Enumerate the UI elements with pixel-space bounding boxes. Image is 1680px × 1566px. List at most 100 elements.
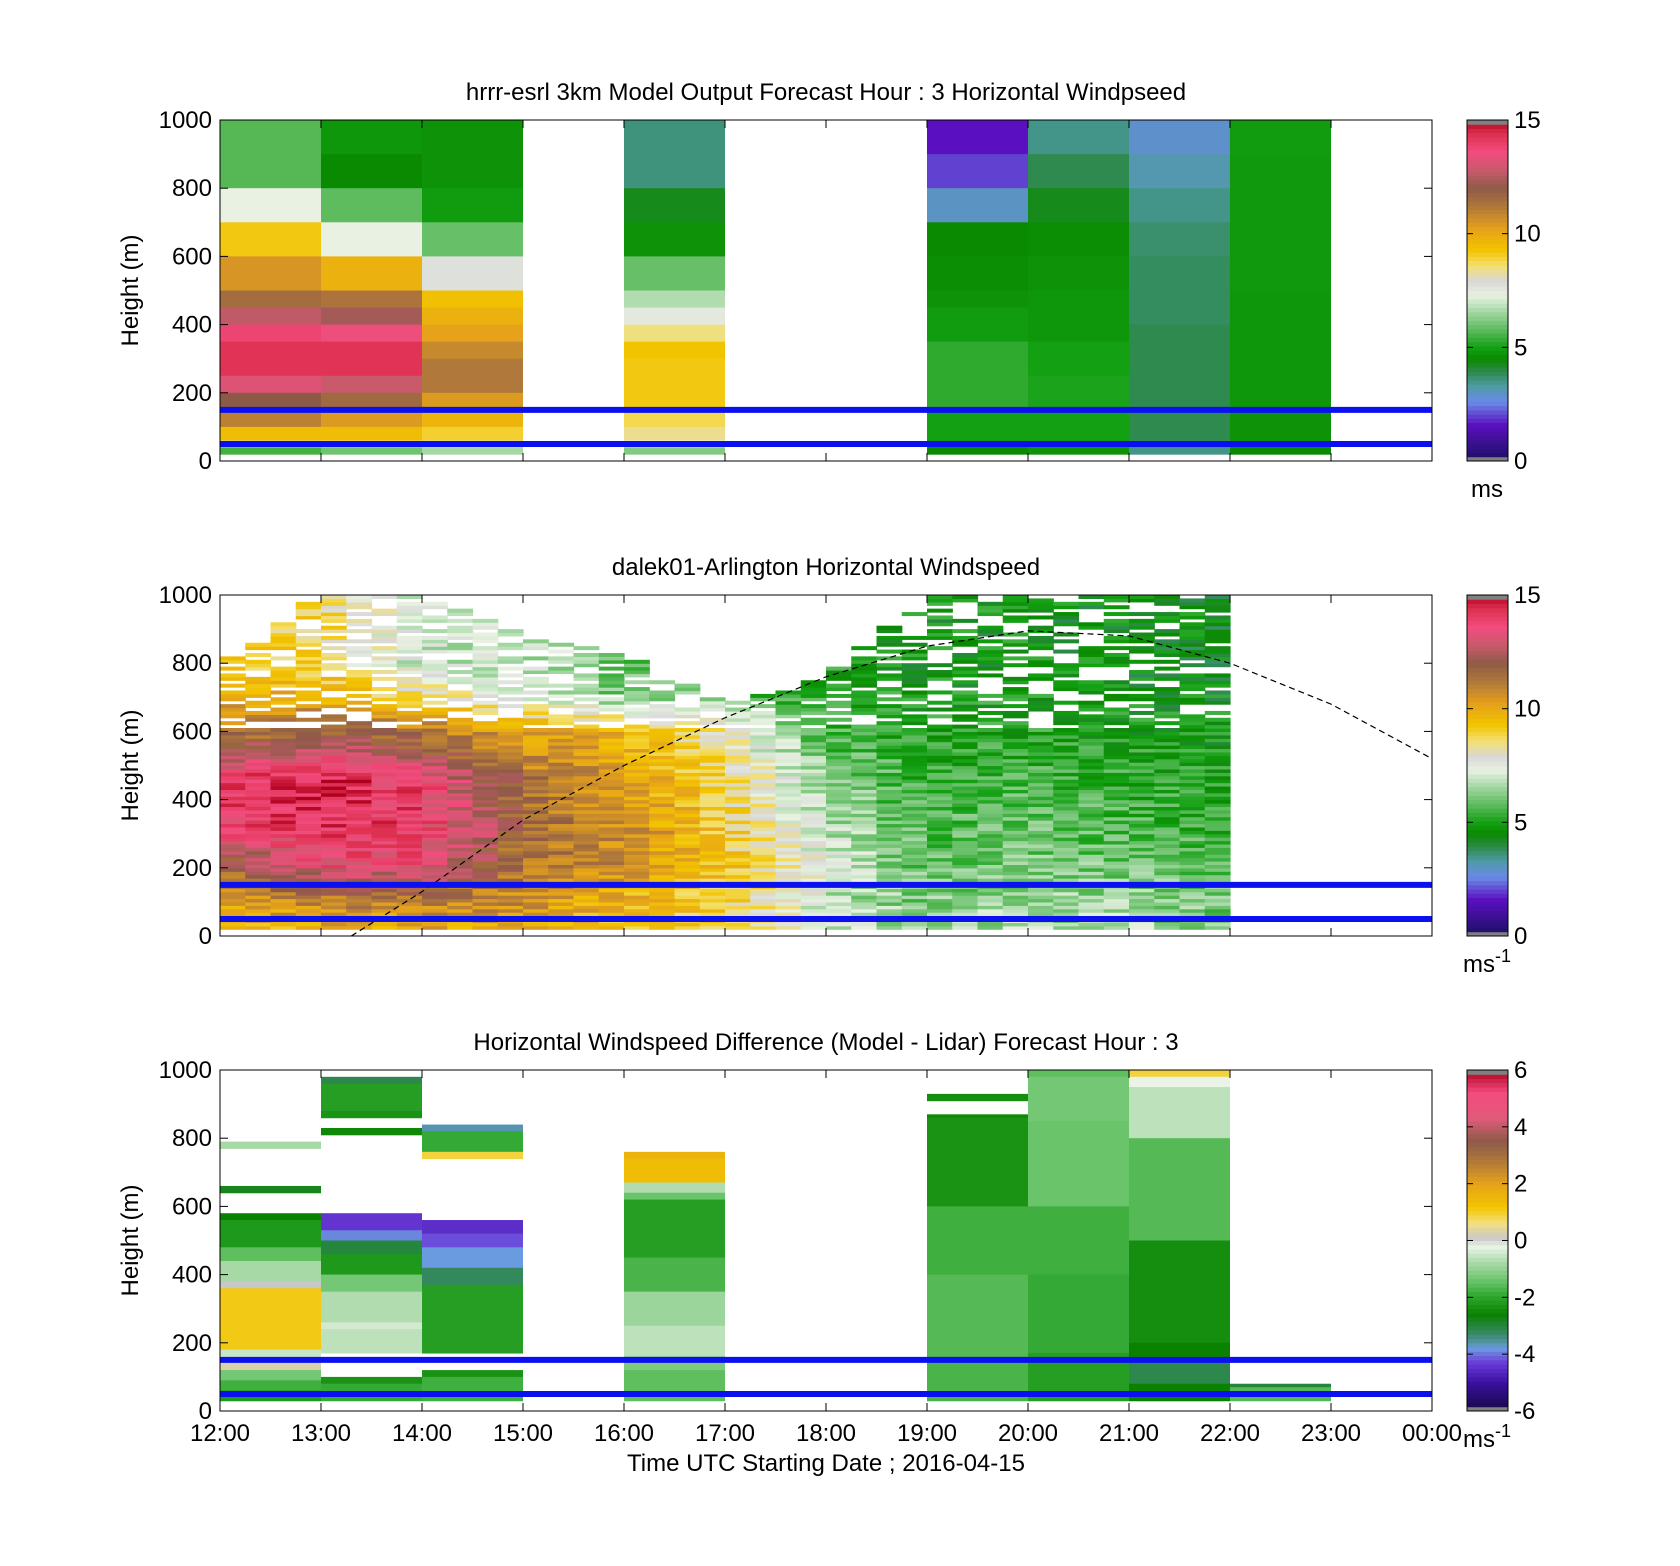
heatmap-cell: [371, 734, 398, 739]
heatmap-cell: [1129, 745, 1155, 750]
heatmap-cell: [1204, 843, 1231, 848]
heatmap-cell: [750, 792, 777, 797]
heatmap-cell: [725, 895, 751, 900]
heatmap-cell: [396, 656, 423, 661]
colorbar-segment: [1467, 1406, 1508, 1412]
heatmap-cell: [927, 676, 953, 681]
heatmap-cell: [573, 727, 600, 732]
heatmap-cell: [952, 595, 979, 600]
heatmap-cell: [826, 854, 852, 859]
heatmap-cell: [1028, 676, 1054, 681]
heatmap-cell: [1002, 758, 1029, 763]
heatmap-cell: [977, 704, 1004, 709]
heatmap-cell: [447, 693, 474, 698]
heatmap-cell: [1103, 612, 1130, 617]
heatmap-cell: [800, 830, 827, 835]
heatmap-cell: [295, 785, 322, 790]
heatmap-cell: [699, 748, 726, 753]
heatmap-cell: [725, 762, 751, 767]
heatmap-cell: [649, 843, 676, 848]
heatmap-cell: [750, 908, 777, 913]
heatmap-cell: [649, 693, 676, 698]
heatmap-cell: [876, 898, 903, 903]
heatmap-cell: [1103, 639, 1130, 644]
heatmap-cell: [321, 864, 347, 869]
heatmap-cell: [750, 912, 777, 917]
heatmap-cell: [523, 820, 549, 825]
heatmap-cell: [346, 663, 373, 668]
heatmap-cell: [750, 710, 777, 715]
heatmap-cell: [295, 782, 322, 787]
heatmap-cell: [1103, 854, 1130, 859]
heatmap-cell: [1204, 813, 1231, 818]
heatmap-cell: [1129, 874, 1155, 879]
heatmap-cell: [851, 673, 878, 678]
heatmap-cell: [1053, 820, 1080, 825]
heatmap-cell: [573, 895, 600, 900]
heatmap-cell: [1179, 871, 1206, 876]
colorbar-segment: [1467, 273, 1508, 279]
heatmap-cell: [1002, 772, 1029, 777]
heatmap-cell: [1028, 745, 1054, 750]
heatmap-cell: [422, 768, 448, 773]
heatmap-cell: [1028, 888, 1054, 893]
heatmap-cell: [699, 864, 726, 869]
heatmap-cell: [1053, 605, 1080, 610]
heatmap-cell: [523, 748, 549, 753]
colorbar-segment: [1467, 731, 1508, 737]
heatmap-cell: [1179, 741, 1206, 746]
colorbar-segment: [1467, 1376, 1508, 1382]
heatmap-cell: [270, 843, 297, 848]
heatmap-cell: [371, 837, 398, 842]
heatmap-cell: [270, 734, 297, 739]
heatmap-cell: [396, 864, 423, 869]
heatmap-cell: [1028, 809, 1054, 814]
heatmap-cell: [800, 745, 827, 750]
heatmap-cell: [1154, 615, 1181, 620]
heatmap-cell: [1053, 639, 1080, 644]
heatmap-cell: [876, 816, 903, 821]
heatmap-cell: [699, 806, 726, 811]
heatmap-cell: [952, 895, 979, 900]
colorbar-segment: [1467, 1099, 1508, 1105]
heatmap-cell: [472, 768, 499, 773]
heatmap-cell: [497, 745, 524, 750]
heatmap-cell: [1103, 813, 1130, 818]
heatmap-cell: [725, 912, 751, 917]
heatmap-cell: [977, 803, 1004, 808]
heatmap-cell: [396, 704, 423, 709]
heatmap-cell: [725, 809, 751, 814]
heatmap-cell: [396, 676, 423, 681]
heatmap-cell: [346, 762, 373, 767]
heatmap-cell: [548, 649, 575, 654]
heatmap-cell: [624, 803, 650, 808]
heatmap-cell: [1103, 905, 1130, 910]
heatmap-cell: [573, 738, 600, 743]
heatmap-cell: [649, 768, 676, 773]
heatmap-cell: [1028, 768, 1054, 773]
heatmap-cell: [220, 922, 246, 927]
heatmap-cell: [548, 741, 575, 746]
heatmap-cell: [901, 758, 928, 763]
heatmap-cell: [699, 792, 726, 797]
heatmap-cell: [977, 717, 1004, 722]
heatmap-cell: [573, 843, 600, 848]
heatmap-cell: [775, 727, 802, 732]
heatmap-cell: [321, 290, 422, 309]
heatmap-cell: [952, 724, 979, 729]
heatmap-cell: [321, 1329, 422, 1354]
heatmap-cell: [800, 905, 827, 910]
heatmap-cell: [624, 670, 650, 675]
heatmap-cell: [977, 663, 1004, 668]
heatmap-cell: [497, 697, 524, 702]
heatmap-cell: [371, 901, 398, 906]
heatmap-cell: [1103, 758, 1130, 763]
heatmap-cell: [321, 891, 347, 896]
heatmap-cell: [1002, 693, 1029, 698]
heatmap-cell: [1078, 762, 1105, 767]
heatmap-cell: [851, 901, 878, 906]
heatmap-cell: [295, 745, 322, 750]
heatmap-cell: [851, 867, 878, 872]
heatmap-cell: [321, 768, 347, 773]
heatmap-cell: [1028, 741, 1054, 746]
